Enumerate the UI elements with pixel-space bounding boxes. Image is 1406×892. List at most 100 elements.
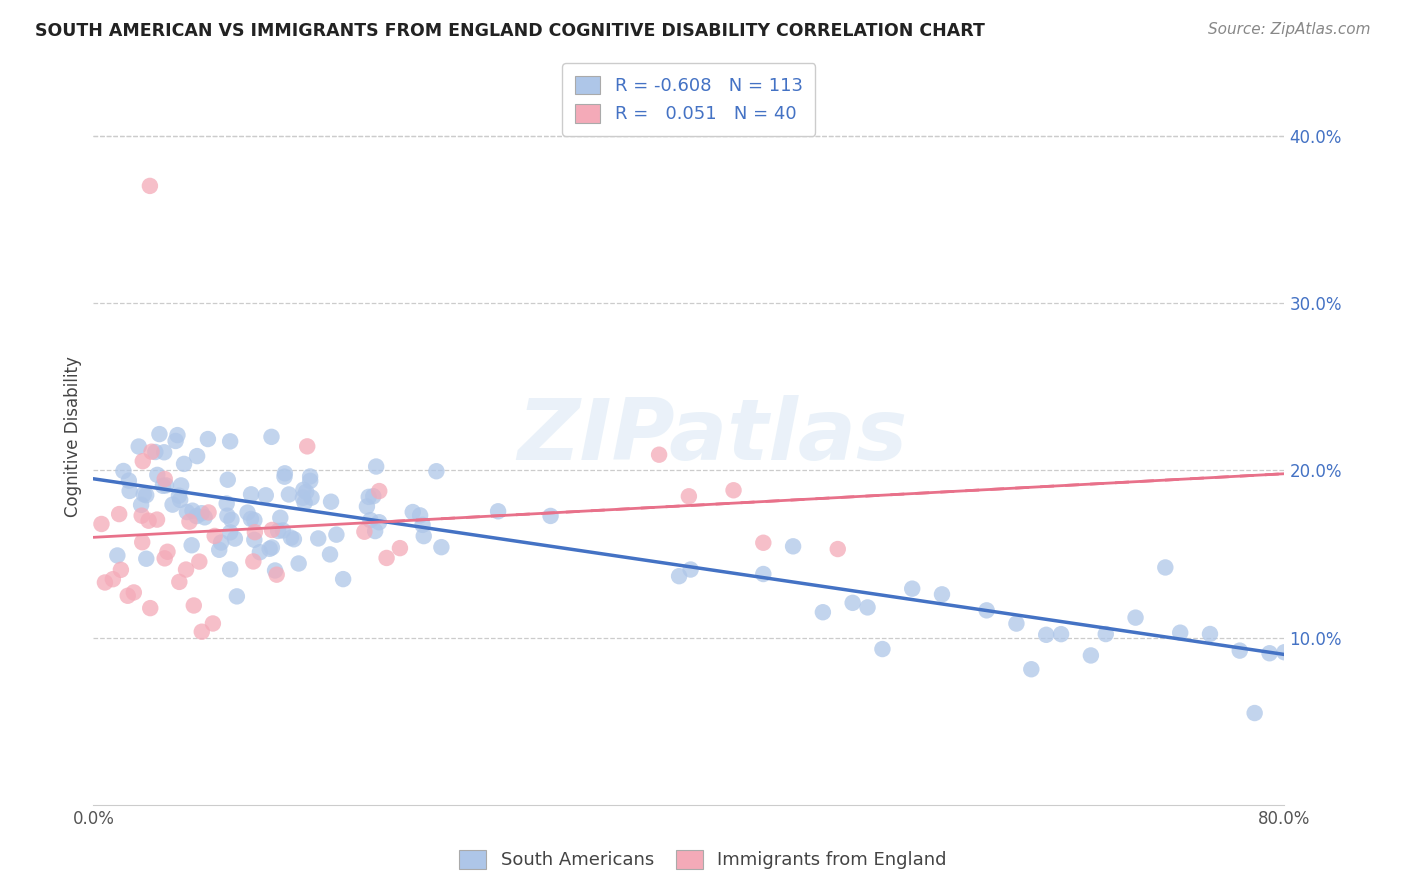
Point bbox=[412, 529, 434, 543]
Point bbox=[243, 525, 266, 540]
Point bbox=[254, 488, 277, 502]
Point bbox=[153, 445, 176, 459]
Point bbox=[138, 514, 160, 528]
Point bbox=[364, 524, 387, 538]
Point bbox=[139, 601, 162, 615]
Point bbox=[179, 515, 201, 529]
Point bbox=[648, 448, 671, 462]
Point bbox=[375, 551, 398, 566]
Point bbox=[1050, 627, 1073, 641]
Point bbox=[1168, 625, 1191, 640]
Point bbox=[356, 500, 378, 514]
Point bbox=[221, 513, 243, 527]
Point bbox=[181, 504, 204, 518]
Point bbox=[1274, 645, 1296, 659]
Point bbox=[486, 504, 509, 518]
Point bbox=[131, 508, 153, 523]
Point bbox=[297, 439, 319, 453]
Point bbox=[259, 541, 281, 556]
Point bbox=[225, 590, 247, 604]
Point bbox=[260, 430, 283, 444]
Point bbox=[280, 531, 302, 545]
Point bbox=[219, 525, 242, 540]
Point bbox=[1035, 628, 1057, 642]
Point bbox=[156, 545, 179, 559]
Point bbox=[1199, 627, 1222, 641]
Point bbox=[668, 569, 690, 583]
Point bbox=[409, 508, 432, 523]
Point bbox=[1154, 560, 1177, 574]
Point bbox=[266, 567, 288, 582]
Point bbox=[110, 563, 132, 577]
Point bbox=[319, 548, 342, 562]
Point bbox=[402, 505, 425, 519]
Point bbox=[811, 605, 834, 619]
Point bbox=[152, 479, 174, 493]
Point bbox=[162, 498, 184, 512]
Point bbox=[204, 529, 226, 543]
Point bbox=[215, 496, 238, 510]
Point bbox=[353, 524, 375, 539]
Point bbox=[169, 492, 191, 507]
Point bbox=[219, 434, 242, 449]
Point bbox=[357, 490, 380, 504]
Point bbox=[101, 572, 124, 586]
Point bbox=[167, 489, 190, 503]
Point bbox=[260, 523, 283, 537]
Point bbox=[208, 542, 231, 557]
Point bbox=[131, 535, 153, 549]
Point bbox=[249, 545, 271, 559]
Point bbox=[273, 469, 295, 483]
Point bbox=[209, 535, 232, 549]
Point bbox=[122, 585, 145, 599]
Point bbox=[679, 562, 702, 576]
Point bbox=[307, 532, 329, 546]
Point bbox=[1229, 643, 1251, 657]
Point bbox=[267, 524, 290, 538]
Point bbox=[752, 535, 775, 549]
Point bbox=[1080, 648, 1102, 663]
Point bbox=[243, 533, 266, 547]
Point bbox=[112, 464, 135, 478]
Point bbox=[368, 484, 391, 499]
Point bbox=[146, 513, 169, 527]
Point bbox=[368, 515, 391, 529]
Text: ZIPatlas: ZIPatlas bbox=[517, 395, 908, 478]
Text: Source: ZipAtlas.com: Source: ZipAtlas.com bbox=[1208, 22, 1371, 37]
Point bbox=[173, 457, 195, 471]
Point bbox=[359, 513, 381, 527]
Point bbox=[201, 616, 224, 631]
Point bbox=[118, 474, 141, 488]
Point bbox=[366, 459, 388, 474]
Point bbox=[90, 516, 112, 531]
Point bbox=[1021, 662, 1043, 676]
Point bbox=[299, 469, 322, 483]
Point bbox=[856, 600, 879, 615]
Point bbox=[190, 506, 212, 520]
Point bbox=[180, 538, 202, 552]
Point bbox=[186, 449, 208, 463]
Point bbox=[135, 551, 157, 566]
Point bbox=[148, 427, 170, 442]
Point bbox=[274, 467, 297, 481]
Point bbox=[243, 513, 266, 527]
Legend: R = -0.608   N = 113, R =   0.051   N = 40: R = -0.608 N = 113, R = 0.051 N = 40 bbox=[562, 63, 815, 136]
Point bbox=[191, 624, 214, 639]
Point bbox=[283, 533, 305, 547]
Point bbox=[118, 483, 141, 498]
Point bbox=[170, 478, 193, 492]
Point bbox=[217, 473, 239, 487]
Point bbox=[188, 555, 211, 569]
Point bbox=[169, 574, 191, 589]
Point bbox=[139, 178, 162, 193]
Point bbox=[129, 498, 152, 512]
Point bbox=[277, 487, 299, 501]
Point bbox=[264, 564, 287, 578]
Point bbox=[332, 572, 354, 586]
Point bbox=[294, 496, 316, 510]
Point bbox=[197, 432, 219, 446]
Point bbox=[224, 532, 246, 546]
Point bbox=[299, 474, 322, 488]
Point bbox=[752, 567, 775, 582]
Point bbox=[301, 491, 323, 505]
